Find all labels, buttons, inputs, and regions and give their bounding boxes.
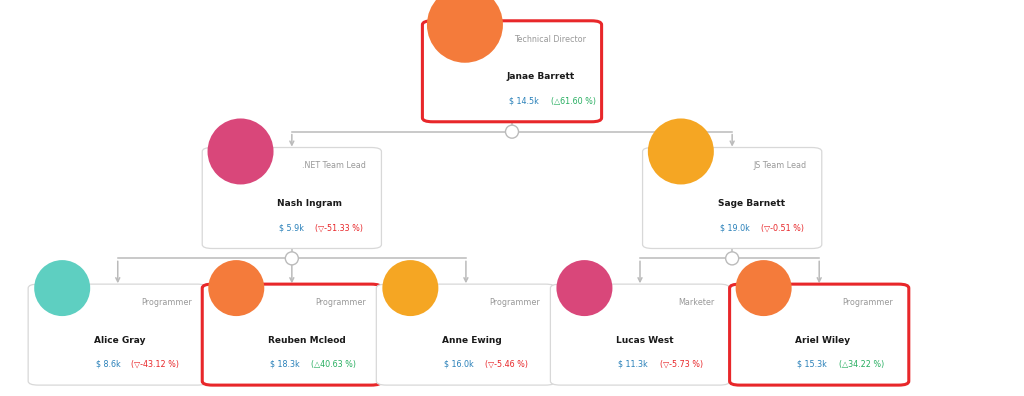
FancyBboxPatch shape xyxy=(202,284,381,385)
Text: Programmer: Programmer xyxy=(489,298,541,307)
Text: (▽-5.46 %): (▽-5.46 %) xyxy=(485,360,528,369)
Ellipse shape xyxy=(726,252,738,265)
Text: $ 14.5k: $ 14.5k xyxy=(509,97,539,106)
Text: .NET Team Lead: .NET Team Lead xyxy=(302,162,366,170)
Text: (▽-0.51 %): (▽-0.51 %) xyxy=(761,223,804,232)
Text: Sage Barnett: Sage Barnett xyxy=(718,199,784,208)
FancyBboxPatch shape xyxy=(29,284,207,385)
Text: Ariel Wiley: Ariel Wiley xyxy=(795,336,850,345)
Text: (▽-51.33 %): (▽-51.33 %) xyxy=(315,223,362,232)
Text: (△40.63 %): (△40.63 %) xyxy=(311,360,356,369)
Text: Reuben Mcleod: Reuben Mcleod xyxy=(267,336,345,345)
Text: JS Team Lead: JS Team Lead xyxy=(754,162,807,170)
Text: (△34.22 %): (△34.22 %) xyxy=(839,360,884,369)
Text: $ 19.0k: $ 19.0k xyxy=(720,223,750,232)
Ellipse shape xyxy=(735,260,792,316)
Text: $ 18.3k: $ 18.3k xyxy=(269,360,300,369)
Text: Programmer: Programmer xyxy=(141,298,193,307)
Ellipse shape xyxy=(208,260,264,316)
Text: Technical Director: Technical Director xyxy=(514,35,586,44)
Text: (▽-43.12 %): (▽-43.12 %) xyxy=(131,360,179,369)
Text: (△61.60 %): (△61.60 %) xyxy=(551,97,596,106)
Ellipse shape xyxy=(34,260,90,316)
Text: $ 8.6k: $ 8.6k xyxy=(95,360,121,369)
FancyBboxPatch shape xyxy=(643,147,821,249)
Text: Lucas West: Lucas West xyxy=(615,336,674,345)
Text: $ 11.3k: $ 11.3k xyxy=(617,360,648,369)
Text: Programmer: Programmer xyxy=(843,298,893,307)
Text: $ 15.3k: $ 15.3k xyxy=(797,360,827,369)
Ellipse shape xyxy=(506,125,518,138)
Ellipse shape xyxy=(556,260,612,316)
Ellipse shape xyxy=(286,252,298,265)
Text: (▽-5.73 %): (▽-5.73 %) xyxy=(659,360,702,369)
FancyBboxPatch shape xyxy=(422,21,601,122)
Text: Anne Ewing: Anne Ewing xyxy=(441,336,502,345)
Text: $ 5.9k: $ 5.9k xyxy=(280,223,304,232)
Ellipse shape xyxy=(208,118,273,185)
Ellipse shape xyxy=(427,0,503,63)
FancyBboxPatch shape xyxy=(377,284,555,385)
FancyBboxPatch shape xyxy=(729,284,909,385)
FancyBboxPatch shape xyxy=(202,147,381,249)
Text: Janae Barrett: Janae Barrett xyxy=(507,72,575,81)
FancyBboxPatch shape xyxy=(551,284,729,385)
Ellipse shape xyxy=(382,260,438,316)
Text: Marketer: Marketer xyxy=(678,298,715,307)
Text: Programmer: Programmer xyxy=(315,298,366,307)
Ellipse shape xyxy=(648,118,714,185)
Text: Nash Ingram: Nash Ingram xyxy=(278,199,342,208)
Text: Alice Gray: Alice Gray xyxy=(93,336,145,345)
Text: $ 16.0k: $ 16.0k xyxy=(443,360,474,369)
